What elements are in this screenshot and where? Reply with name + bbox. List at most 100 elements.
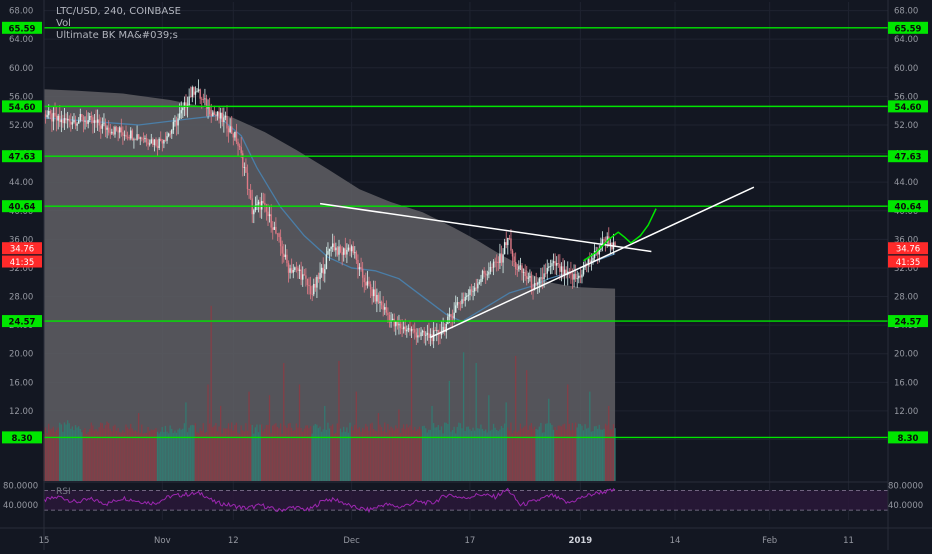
volume-bar xyxy=(354,424,356,481)
candle-body xyxy=(565,269,567,275)
candle-body xyxy=(358,267,361,270)
volume-bar xyxy=(406,424,408,481)
volume-bar xyxy=(327,422,329,481)
candle-body xyxy=(518,266,520,270)
candle-body xyxy=(402,326,405,330)
volume-bar xyxy=(82,430,85,481)
candle-body xyxy=(373,289,375,297)
volume-bar xyxy=(226,428,228,481)
right-price-tick-label: 12.00 xyxy=(894,407,918,417)
candle-body xyxy=(505,242,507,246)
volume-bar xyxy=(486,432,488,481)
volume-bar xyxy=(426,432,428,481)
candle-body xyxy=(284,254,287,258)
candle-body xyxy=(455,305,457,313)
candle-body xyxy=(601,239,604,248)
candle-body xyxy=(216,111,219,116)
volume-bar xyxy=(49,429,51,481)
volume-bar xyxy=(611,429,613,481)
volume-bar xyxy=(51,428,53,481)
right-price-tick-label: 36.00 xyxy=(894,235,918,245)
symbol-line[interactable]: LTC/USD, 240, COINBASE xyxy=(56,6,181,17)
candle-body xyxy=(281,246,283,254)
volume-bar xyxy=(85,433,88,481)
candle-body xyxy=(279,237,282,247)
volume-bar xyxy=(478,428,481,481)
volume-bar xyxy=(166,431,168,481)
candle-body xyxy=(106,127,108,130)
candle-body xyxy=(559,263,561,272)
volume-bar xyxy=(89,429,91,481)
volume-bar xyxy=(63,422,66,481)
candle-body xyxy=(302,274,304,280)
candle-body xyxy=(89,116,91,121)
volume-bar xyxy=(46,433,48,481)
candle-body xyxy=(549,266,552,268)
volume-bar xyxy=(604,423,607,481)
candle-body xyxy=(100,125,102,129)
candle-body xyxy=(298,269,301,271)
volume-bar xyxy=(325,429,327,481)
volume-bar xyxy=(95,429,97,481)
candle-body xyxy=(153,139,156,146)
candle-body xyxy=(478,282,481,284)
volume-bar xyxy=(66,420,69,481)
candle-body xyxy=(582,267,585,275)
price-tag-right-box xyxy=(888,242,928,255)
candle-body xyxy=(399,323,402,329)
volume-bar xyxy=(188,427,190,481)
candle-body xyxy=(486,274,488,276)
candle-body xyxy=(483,270,485,274)
candle-body xyxy=(347,247,350,250)
candle-body xyxy=(95,120,97,123)
candle-body xyxy=(101,123,104,129)
candle-body xyxy=(295,267,298,269)
candle-body xyxy=(529,276,531,278)
volume-bar xyxy=(98,427,100,481)
volume-bar xyxy=(445,422,447,481)
volume-bar xyxy=(92,425,94,481)
candle-body xyxy=(508,238,511,239)
candle-body xyxy=(308,284,310,287)
candle-body xyxy=(379,301,381,303)
volume-bar xyxy=(410,320,413,481)
candle-body xyxy=(142,138,145,140)
level-tag-left-label: 8.30 xyxy=(12,434,33,444)
volume-bar xyxy=(196,432,198,481)
volume-bar xyxy=(265,424,268,481)
candle-body xyxy=(79,113,81,121)
candle-body xyxy=(237,141,239,146)
volume-bar xyxy=(70,428,72,481)
indicator-label[interactable]: Ultimate BK MA&#039;s xyxy=(56,30,178,41)
candle-body xyxy=(73,120,75,123)
volume-bar xyxy=(365,423,367,481)
volume-bar xyxy=(60,424,62,481)
candle-body xyxy=(338,246,340,255)
volume-bar xyxy=(68,423,70,481)
volume-bar xyxy=(278,428,280,481)
volume-bar xyxy=(600,429,602,481)
volume-bar xyxy=(309,426,312,481)
volume-bar xyxy=(57,427,59,481)
candle-body xyxy=(278,233,280,238)
candle-body xyxy=(503,242,506,255)
volume-bar xyxy=(516,432,518,481)
candle-body xyxy=(292,270,294,273)
candle-body xyxy=(125,134,127,137)
volume-bar xyxy=(576,427,578,481)
volume-bar xyxy=(199,428,201,481)
candle-body xyxy=(414,329,416,333)
volume-bar xyxy=(451,430,454,481)
candle-body xyxy=(533,283,536,290)
rsi-label[interactable]: RSI xyxy=(56,487,71,497)
volume-bar xyxy=(240,425,242,481)
candle-body xyxy=(388,314,391,323)
candle-body xyxy=(226,115,228,129)
candle-body xyxy=(451,316,454,319)
volume-label[interactable]: Vol xyxy=(56,18,71,29)
volume-bar xyxy=(448,380,451,481)
candle-body xyxy=(328,248,331,252)
volume-bar xyxy=(415,431,417,481)
volume-bar xyxy=(131,428,133,481)
